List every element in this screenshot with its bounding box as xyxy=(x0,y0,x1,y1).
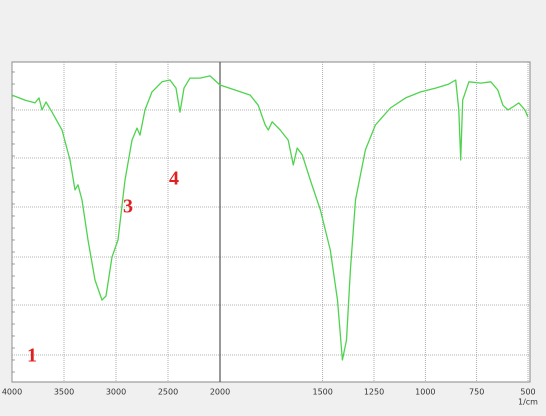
plot-area xyxy=(11,61,531,383)
x-tick-label: 1500 xyxy=(312,388,332,397)
x-tick-label: 3500 xyxy=(54,388,74,397)
x-tick-label: 4000 xyxy=(2,388,22,397)
spectrum-line xyxy=(11,75,529,361)
annotation: 3 xyxy=(123,196,133,218)
x-tick-label: 750 xyxy=(469,388,484,397)
x-tick-label: 1000 xyxy=(415,388,435,397)
annotation: 1 xyxy=(27,345,37,367)
x-tick-label: 2000 xyxy=(210,388,230,397)
x-tick-label: 1250 xyxy=(364,388,384,397)
annotation: 4 xyxy=(169,168,179,190)
x-tick-label: 500 xyxy=(520,388,535,397)
x-tick-label: 3000 xyxy=(106,388,126,397)
x-axis-label: 1/cm xyxy=(518,398,538,407)
x-tick-label: 2500 xyxy=(158,388,178,397)
horizontal-grid xyxy=(12,109,530,356)
